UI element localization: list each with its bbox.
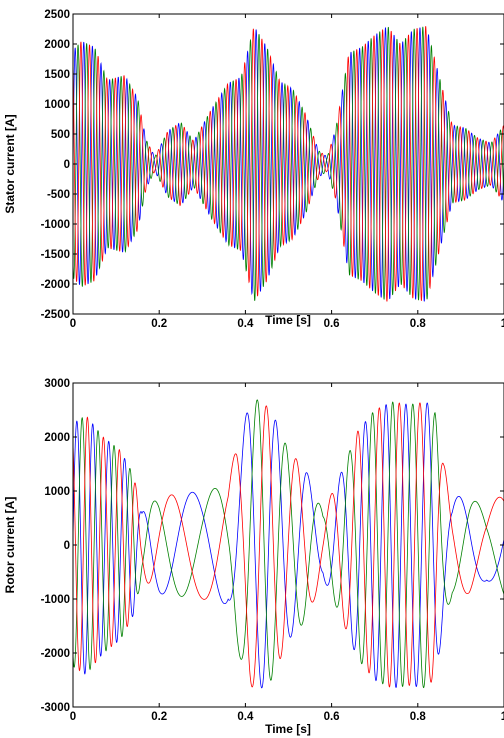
x-tick-label: 0.8 [410, 318, 427, 330]
tick-labels: 0 0.2 0.4 0.6 0.8 1 -2500 -2000 -1500 -1000 -500 0 5… [41, 9, 504, 330]
series-layer [72, 26, 504, 302]
y-tick-label: -1000 [41, 594, 70, 606]
y-tick-label: -2500 [41, 309, 70, 321]
x-tick-label: 0 [70, 318, 76, 330]
y-tick-label: -3000 [41, 702, 70, 714]
x-tick-label: 0.4 [237, 318, 254, 330]
stator-current-plot: 0 0.2 0.4 0.6 0.8 1 -2500 -2000 -1500 -1000 -500 0 5… [3, 9, 504, 330]
y-tick-label: 1000 [44, 99, 70, 111]
x-tick-label: 0.4 [237, 711, 254, 723]
y-tick-label: 1500 [44, 69, 70, 81]
y-tick-label: -1000 [41, 219, 70, 231]
y-tick-label: 1000 [44, 486, 70, 498]
y-axis-label: Rotor current [A] [3, 497, 17, 594]
y-tick-label: -500 [47, 189, 70, 201]
y-tick-label: 0 [64, 540, 70, 552]
y-tick-label: 0 [64, 159, 70, 171]
y-tick-label: 2000 [44, 39, 70, 51]
x-axis-label: Time [s] [265, 313, 311, 327]
series-line-phase-2 [72, 399, 504, 689]
series-line-phase-3 [72, 26, 504, 302]
series-layer [72, 399, 504, 689]
x-tick-label: 1 [501, 711, 504, 723]
y-axis-label: Stator current [A] [3, 114, 17, 213]
x-tick-label: 0.2 [151, 318, 167, 330]
x-tick-label: 0.6 [324, 318, 340, 330]
x-tick-label: 0 [70, 711, 76, 723]
x-tick-label: 1 [501, 318, 504, 330]
rotor-current-plot: 0 0.2 0.4 0.6 0.8 1 -3000 -2000 -1000 0 1000 2000 30… [3, 378, 504, 736]
series-line-phase-1 [72, 27, 504, 302]
series-line-phase-1 [72, 402, 504, 689]
series-line-phase-3 [72, 402, 504, 688]
tick-labels: 0 0.2 0.4 0.6 0.8 1 -3000 -2000 -1000 0 1000 2000 30… [41, 378, 504, 723]
x-tick-label: 0.6 [324, 711, 340, 723]
x-tick-label: 0.8 [410, 711, 427, 723]
series-line-phase-2 [72, 26, 504, 301]
y-tick-label: -1500 [41, 249, 70, 261]
axes-frame [72, 13, 504, 315]
y-tick-label: -2000 [41, 648, 70, 660]
axes-frame [72, 382, 504, 708]
y-tick-label: 2000 [44, 432, 70, 444]
x-tick-label: 0.2 [151, 711, 167, 723]
y-tick-label: -2000 [41, 279, 70, 291]
y-tick-label: 3000 [44, 378, 70, 390]
y-tick-label: 2500 [44, 9, 70, 21]
x-axis-label: Time [s] [265, 722, 311, 736]
y-tick-label: 500 [51, 129, 70, 141]
